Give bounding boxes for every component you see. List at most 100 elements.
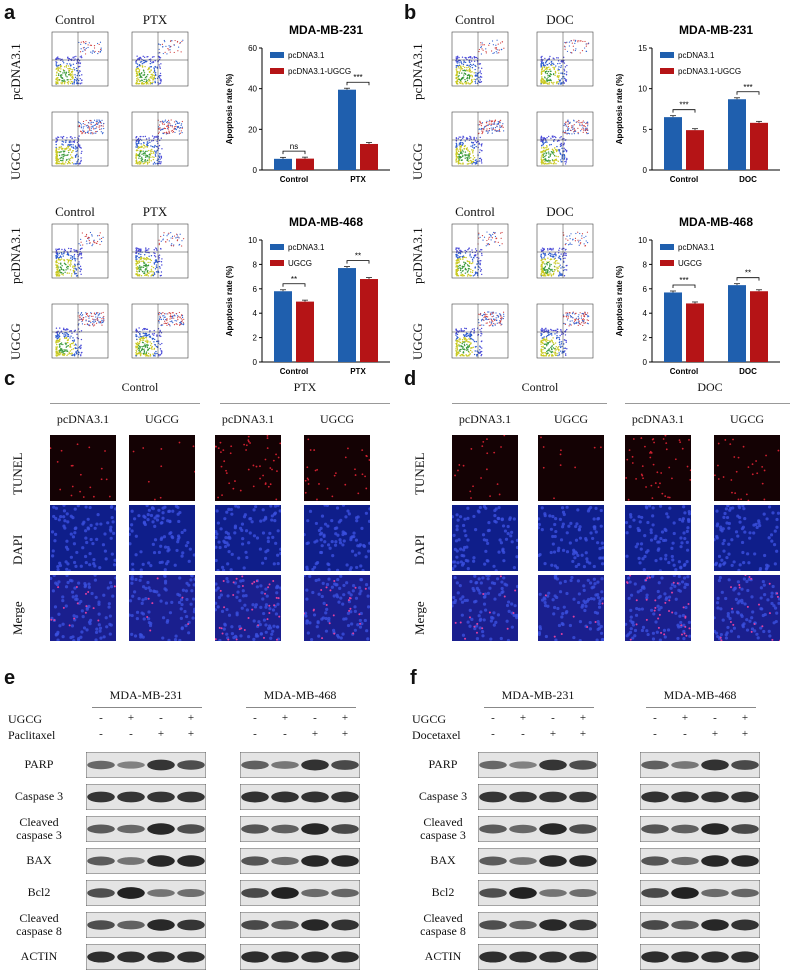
flow-dot (58, 338, 61, 341)
flow-dot (66, 81, 69, 84)
flow-dot (501, 243, 503, 245)
flow-dot (163, 313, 166, 315)
y-tick-label: 8 (253, 260, 258, 269)
flow-dot (463, 148, 466, 150)
flow-dot (159, 78, 161, 80)
flow-dot (55, 155, 58, 158)
flow-dot (542, 137, 544, 139)
flow-dot (578, 241, 580, 243)
flow-dot (547, 74, 549, 77)
flow-dot (59, 343, 62, 345)
nucleus (72, 560, 77, 565)
flow-dot (499, 122, 501, 124)
flow-dot (166, 235, 168, 237)
flow-dot (175, 120, 178, 123)
flow-dot (572, 128, 574, 131)
flow-dot (155, 259, 158, 262)
flow-dot (565, 73, 568, 76)
micro-group-line (625, 403, 790, 404)
flow-dot (159, 343, 161, 346)
flow-dot (587, 315, 589, 317)
flow-dot (176, 315, 179, 317)
flow-dot (577, 41, 579, 43)
flow-dot (56, 256, 58, 258)
flow-dot (460, 163, 462, 165)
flow-dot (559, 79, 561, 81)
flow-dot (544, 155, 546, 158)
flow-dot (553, 67, 555, 70)
flow-dot (96, 122, 98, 124)
flow-dot (467, 249, 469, 251)
bar (360, 143, 378, 170)
flow-dot (143, 78, 146, 81)
flow-dot (62, 80, 64, 82)
x-tick-label: Control (670, 367, 698, 376)
flow-dot (544, 272, 546, 275)
flow-dot (540, 353, 542, 355)
flow-dot (575, 48, 577, 50)
flow-dot (62, 161, 64, 163)
flow-dot (63, 72, 66, 74)
flow-dot (545, 147, 547, 149)
flow-dot (68, 272, 70, 274)
flow-dot (154, 268, 157, 270)
flow-dot (98, 126, 100, 128)
flow-dot (92, 128, 95, 130)
flow-dot (461, 77, 464, 80)
flow-dot (492, 52, 494, 55)
flow-dot (59, 349, 62, 352)
flow-dot (568, 41, 571, 43)
flow-dot (152, 353, 154, 355)
flow-dot (554, 252, 557, 254)
tunel-dot (82, 496, 85, 498)
legend-entry: UGCG (678, 259, 702, 268)
flow-dot (540, 147, 543, 149)
flow-dot (481, 123, 483, 125)
flow-dot (158, 320, 160, 323)
flow-dot (540, 345, 543, 348)
flow-dot (464, 153, 466, 156)
flow-dot (162, 315, 164, 317)
flow-dot (492, 311, 494, 313)
flow-dot (142, 55, 144, 58)
flow-dot (181, 319, 183, 321)
flow-dot (542, 62, 544, 64)
flow-dot (87, 315, 89, 317)
flow-dot (146, 79, 148, 82)
flow-dot (481, 249, 483, 251)
flow-dot (136, 338, 138, 341)
y-axis-label: Apoptosis rate (%) (225, 73, 234, 144)
flow-dot (546, 68, 548, 70)
flow-dot (564, 160, 566, 163)
flow-dot (103, 122, 105, 125)
flow-dot (492, 321, 494, 323)
flow-dot (142, 332, 144, 335)
flow-dot (173, 235, 176, 237)
flow-dot (63, 70, 65, 72)
flow-dot (148, 137, 150, 139)
flow-dot (81, 232, 83, 234)
flow-dot (549, 159, 551, 162)
flow-dot (62, 274, 64, 276)
flow-dot (87, 237, 89, 240)
flow-col-ptx: PTX (142, 12, 168, 27)
flow-dot (564, 244, 566, 246)
flow-dot (561, 156, 563, 158)
chart-title: MDA-MB-468 (679, 215, 753, 229)
flow-dot (556, 57, 558, 59)
flow-dot (172, 130, 175, 133)
flow-dot (458, 154, 460, 156)
flow-dot (560, 60, 562, 62)
flow-dot (474, 163, 477, 165)
flow-dot (144, 146, 146, 148)
flow-dot (152, 163, 155, 165)
flow-dot (552, 150, 555, 152)
flow-dot (139, 76, 141, 79)
flow-dot (74, 267, 76, 270)
flow-dot (478, 313, 480, 315)
flow-dot (160, 137, 162, 139)
flow-dot (154, 252, 156, 255)
flow-dot (71, 339, 74, 342)
flow-dot (177, 236, 179, 238)
flow-dot (176, 121, 178, 123)
